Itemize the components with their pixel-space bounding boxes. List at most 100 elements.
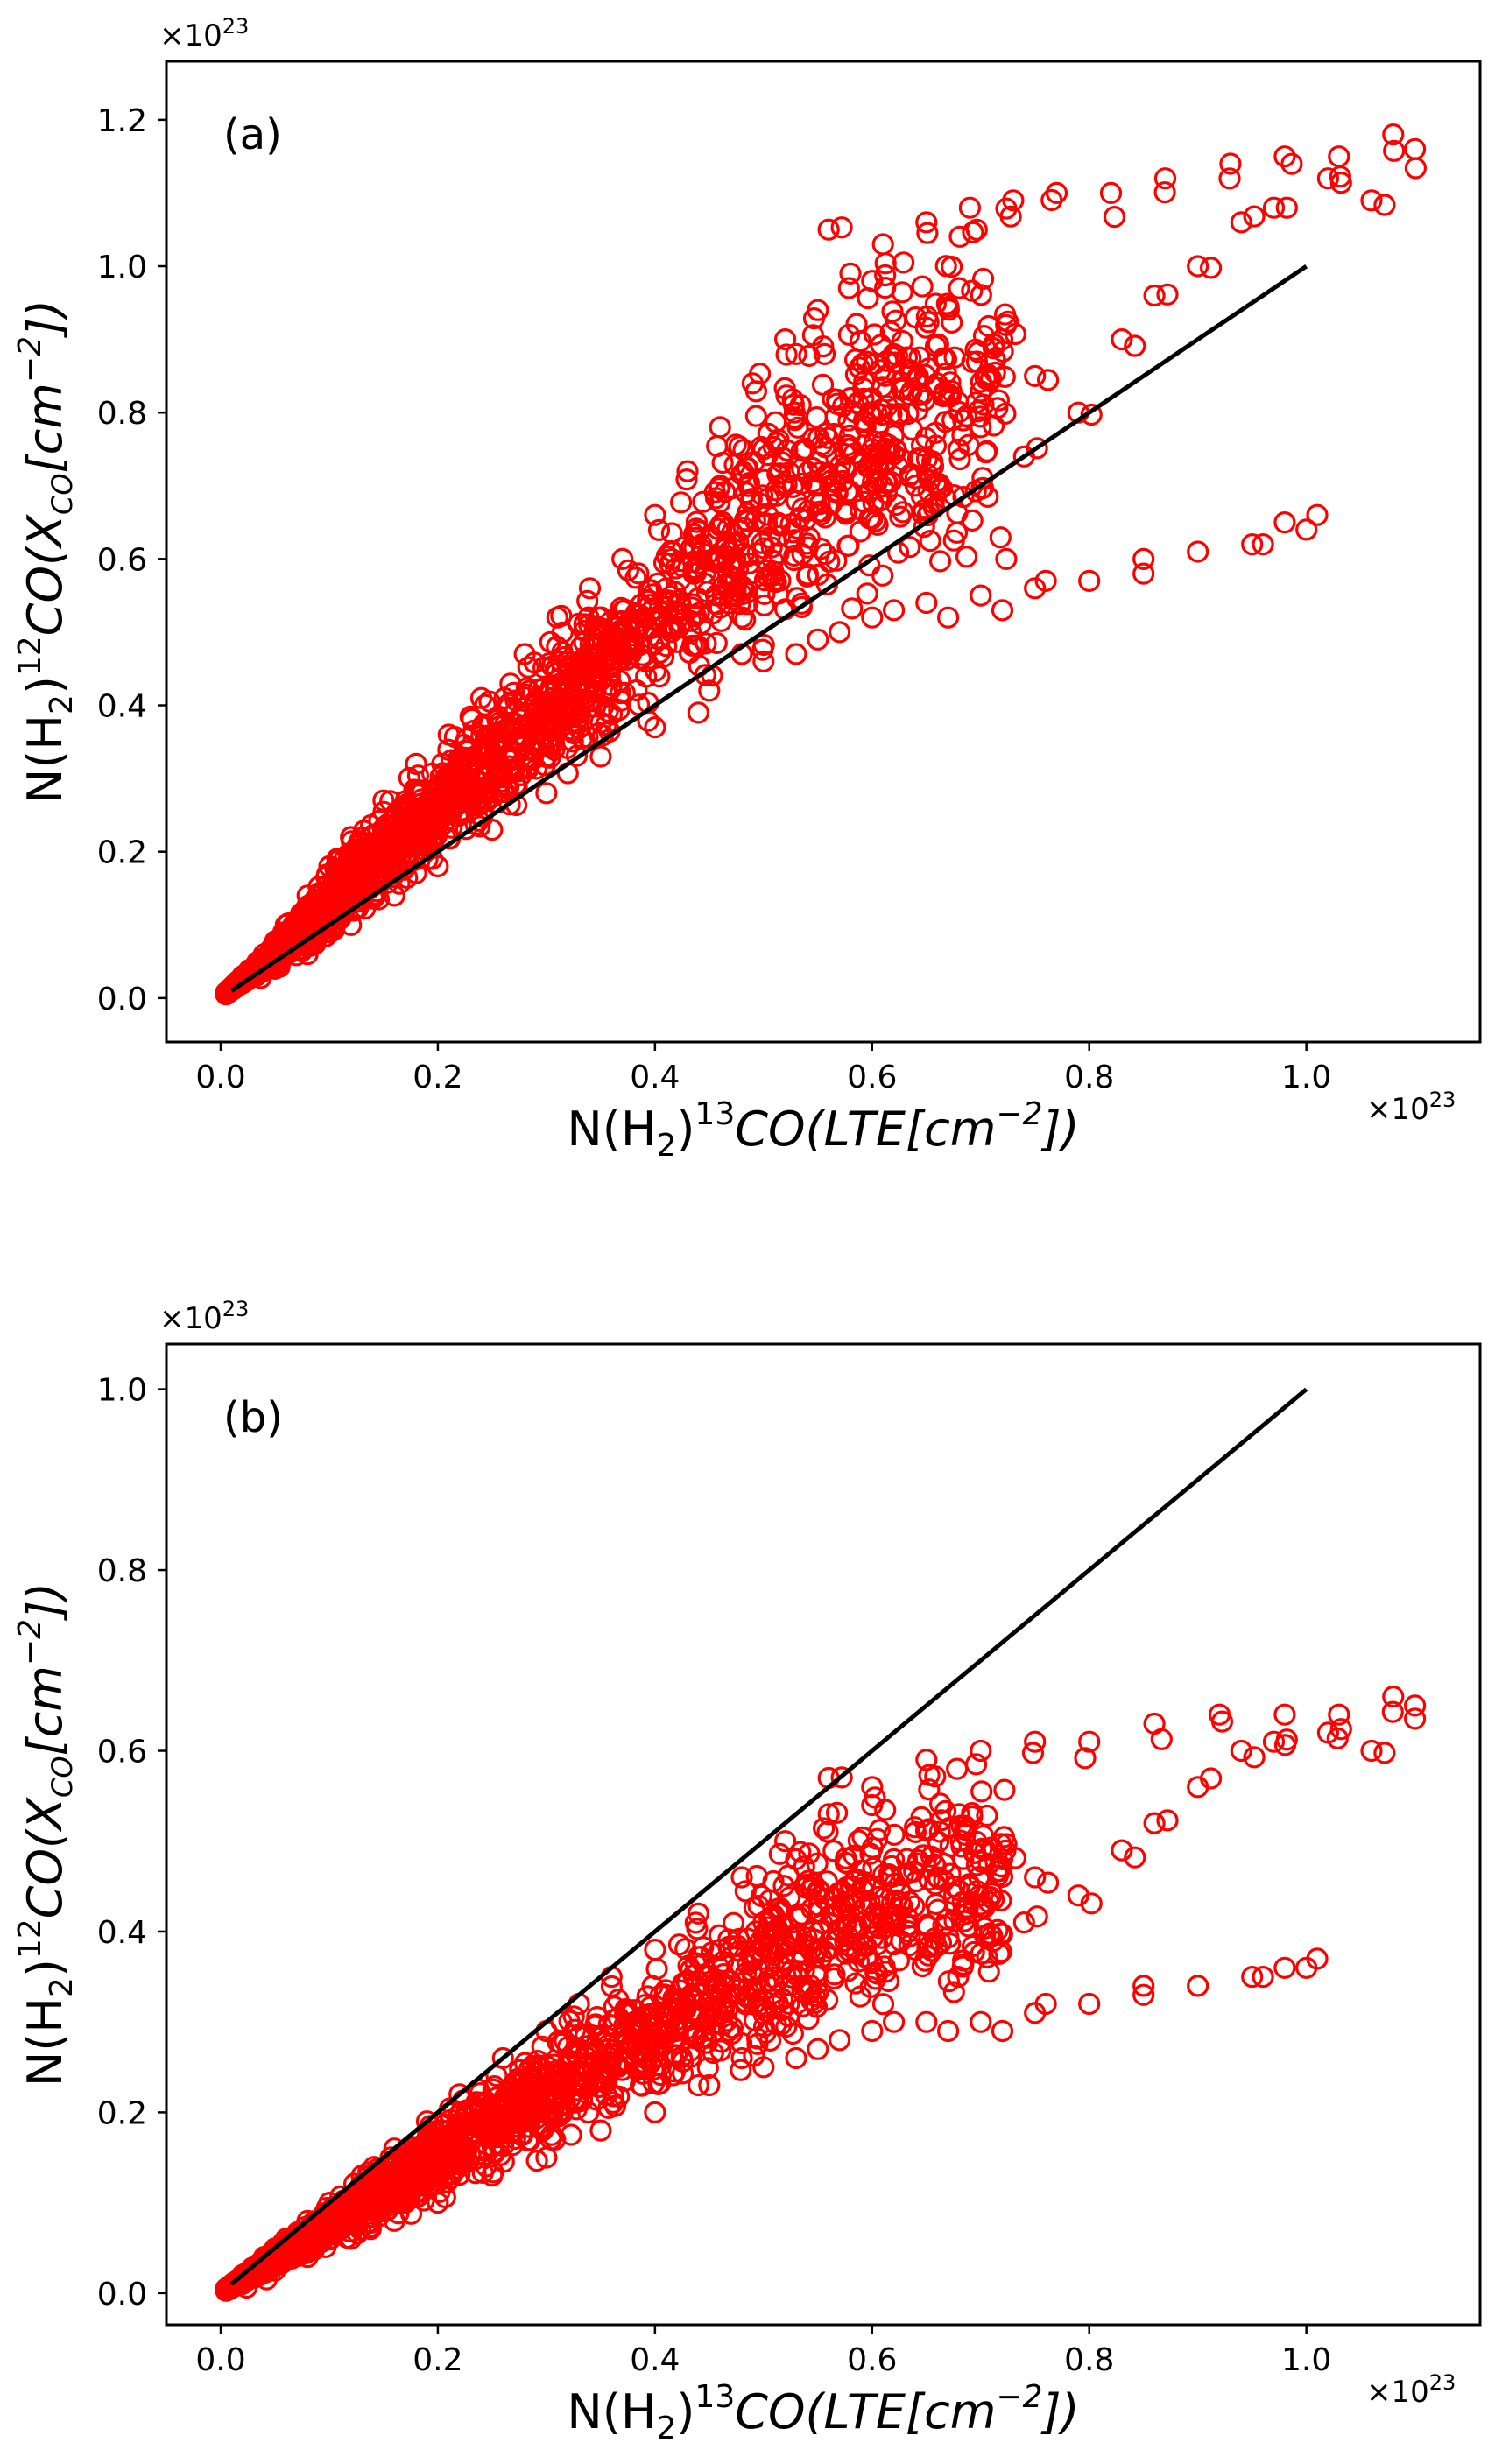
scatter-point	[784, 409, 807, 432]
scatter-point	[734, 509, 757, 532]
scatter-point	[874, 264, 897, 287]
scatter-point	[644, 715, 666, 739]
scatter-point	[492, 2151, 515, 2173]
scatter-point	[1243, 205, 1266, 228]
scatter-point	[732, 461, 755, 484]
x-tick-label: 0.0	[195, 1060, 245, 1095]
scatter-point	[987, 389, 1011, 412]
scatter-point	[737, 475, 760, 497]
scatter-point	[734, 609, 757, 631]
scatter-point	[917, 480, 940, 503]
scatter-point	[768, 514, 791, 537]
scatter-point	[478, 743, 502, 765]
scatter-point	[765, 432, 788, 454]
scatter-point	[1275, 196, 1298, 219]
scatter-point	[513, 643, 536, 665]
x-label-iso: 13	[695, 1096, 735, 1132]
scatter-point	[624, 567, 647, 589]
scatter-point	[879, 470, 902, 494]
scatter-point	[988, 1942, 1011, 1965]
scatter-point	[526, 720, 549, 743]
scatter-point	[403, 778, 426, 801]
scatter-point	[490, 770, 513, 793]
scatter-point	[861, 606, 884, 629]
scatter-point	[871, 564, 894, 587]
scatter-point	[660, 547, 683, 570]
scatter-point	[387, 831, 410, 854]
scatter-point	[335, 875, 357, 898]
scatter-point	[711, 584, 734, 607]
scatter-point	[1262, 196, 1286, 219]
scatter-point	[392, 835, 415, 858]
scatter-point	[660, 522, 683, 545]
scatter-point	[822, 1967, 846, 1990]
scatter-point	[746, 2032, 769, 2055]
scatter-point	[783, 544, 806, 567]
scatter-point	[1404, 157, 1428, 180]
scatter-point	[1328, 145, 1350, 168]
scatter-point	[723, 1983, 746, 2006]
scatter-point	[1187, 540, 1209, 563]
scatter-point	[568, 716, 590, 740]
scatter-point	[916, 222, 939, 244]
scatter-point	[709, 475, 731, 497]
scatter-point	[963, 1940, 985, 1963]
scatter-point	[311, 883, 334, 905]
scatter-point	[1143, 284, 1166, 307]
scatter-point	[758, 2029, 782, 2052]
scatter-point	[948, 225, 971, 248]
scatter-point	[805, 406, 829, 429]
scatter-point	[538, 732, 561, 755]
scatter-point	[904, 306, 927, 329]
scatter-point	[1153, 181, 1176, 204]
scatter-point	[835, 1942, 857, 1965]
scatter-point	[999, 205, 1022, 228]
scatter-point	[648, 665, 671, 688]
scatter-point	[884, 437, 907, 461]
scatter-point	[539, 677, 562, 700]
scatter-point	[852, 387, 875, 410]
scatter-point	[809, 537, 833, 560]
scatter-point	[709, 416, 731, 439]
scatter-point	[627, 616, 650, 639]
scatter-point	[322, 870, 345, 893]
scatter-point	[415, 834, 438, 857]
scatter-point	[611, 599, 634, 623]
scatter-point	[911, 275, 934, 298]
scatter-point	[939, 371, 962, 394]
x-label-co: CO(LTE[cm	[735, 1102, 996, 1157]
scatter-point	[807, 628, 829, 651]
scatter-point	[722, 476, 744, 500]
scatter-point	[874, 364, 897, 387]
x-tick-label: 0.6	[847, 1060, 897, 1095]
y-axis-label: N(H2)12CO(XCO[cm−2])	[12, 299, 80, 804]
y-tick-label: 1.2	[97, 103, 147, 139]
scatter-point	[762, 549, 785, 573]
scatter-point	[886, 405, 910, 428]
scatter-point	[657, 599, 680, 623]
scatter-point	[961, 509, 984, 532]
scatter-point	[915, 447, 939, 470]
scatter-point	[773, 377, 796, 399]
scatter-point	[904, 475, 927, 497]
scatter-point	[546, 710, 568, 734]
scatter-point	[696, 2057, 719, 2080]
scatter-point	[892, 251, 915, 274]
scatter-point	[578, 577, 602, 600]
scatter-point	[964, 480, 987, 503]
scatter-point	[854, 1871, 877, 1894]
scatter-point	[391, 806, 414, 829]
scatter-point	[627, 562, 650, 585]
scatter-point	[866, 513, 889, 537]
scatter-point	[446, 805, 469, 828]
scatter-point	[377, 871, 399, 894]
scatter-point	[810, 433, 834, 456]
scatter-point	[698, 679, 721, 702]
scatter-point	[589, 745, 612, 768]
scatter-point	[928, 1820, 951, 1843]
scatter-point	[760, 536, 783, 559]
scatter-point	[1080, 403, 1103, 426]
panel-label: (a)	[223, 110, 282, 159]
scatter-point	[437, 738, 460, 761]
scatter-point	[779, 513, 802, 536]
